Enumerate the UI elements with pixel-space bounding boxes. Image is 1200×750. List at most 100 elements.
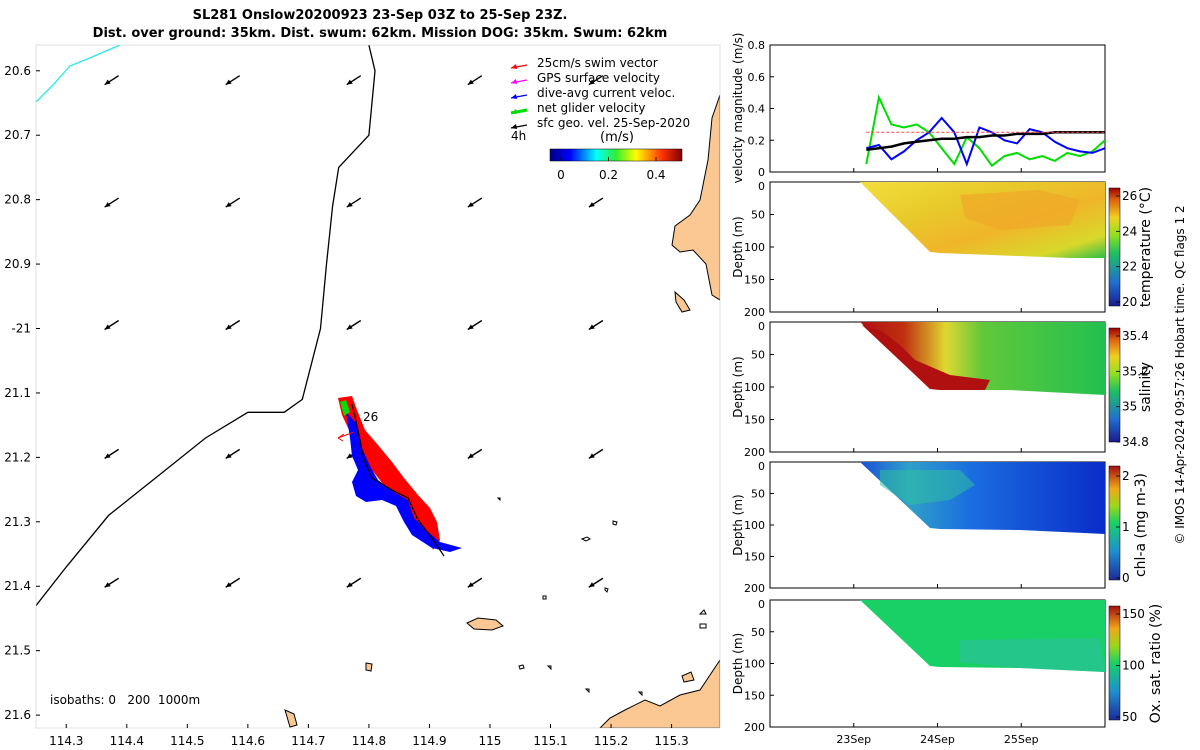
legend-time-label: 4h xyxy=(511,129,526,143)
vector-arrow xyxy=(467,448,483,459)
depth-tick-label: 0 xyxy=(758,460,765,473)
colorbar-tick-label: 0 xyxy=(557,168,565,182)
island-2 xyxy=(674,290,691,313)
colorbar-label: chl-a (mg m-3) xyxy=(1133,473,1149,577)
temperature-warm-patch xyxy=(960,190,1080,230)
chart-title-line1: SL281 Onslow20200923 23-Sep 03Z to 25-Se… xyxy=(192,8,568,23)
velocity-y-tick-label: 0.8 xyxy=(748,39,766,52)
time-tick-label: 24Sep xyxy=(920,733,955,746)
vector-arrow xyxy=(104,577,120,588)
legend-label: 25cm/s swim vector xyxy=(537,56,658,70)
isobath-shallow xyxy=(496,497,707,697)
velocity-y-tick-label: 0 xyxy=(758,166,765,179)
depth-tick-label: 200 xyxy=(744,721,765,734)
velocity-series xyxy=(865,94,1106,168)
velocity-y-axis: 0 0.2 0.4 0.6 0.8 xyxy=(748,39,774,179)
depth-ylabel: Depth (m) xyxy=(731,633,745,694)
velocity-y-tick-label: 0.4 xyxy=(748,103,766,116)
map-x-tick-label: 114.7 xyxy=(291,734,325,748)
map-x-tick-label: 115.3 xyxy=(654,734,688,748)
island-3 xyxy=(284,709,298,728)
colorbar-label: Ox. sat. ratio (%) xyxy=(1148,604,1164,723)
colorbar-tick-label: 2 xyxy=(1122,469,1130,483)
isobaths-label: isobaths: 0 200 1000m xyxy=(50,693,200,707)
depth-tick-label: 100 xyxy=(744,519,765,532)
velocity-series-line xyxy=(866,131,1105,152)
legend-item: net glider velocity xyxy=(510,101,645,115)
colorbar-tick-label: 24 xyxy=(1122,224,1137,238)
colorbar-tick-label: 100 xyxy=(1122,659,1145,673)
depth-ylabel: Depth (m) xyxy=(731,356,745,417)
vector-arrow xyxy=(588,448,604,459)
colorbar-tick-label: 1 xyxy=(1122,520,1130,534)
gps-vector-marker xyxy=(337,431,355,442)
vector-arrow xyxy=(588,577,604,588)
depth-tick-label: 200 xyxy=(744,582,765,595)
colorbar-label: temperature (°C) xyxy=(1138,187,1154,307)
vector-arrow xyxy=(346,197,362,208)
net-glider-velocity-fill xyxy=(340,400,350,416)
map-x-tick-label: 114.5 xyxy=(170,734,204,748)
legend-item: sfc geo. vel. 25-Sep-2020 xyxy=(510,116,690,130)
vector-arrow xyxy=(104,448,120,459)
isobath-200m xyxy=(36,45,376,607)
vector-arrow xyxy=(588,319,604,331)
vector-arrow xyxy=(346,577,362,588)
depth-tick-label: 200 xyxy=(744,306,765,319)
depth-tick-label: 0 xyxy=(758,598,765,611)
vector-arrow xyxy=(225,319,241,331)
salinity-colorbar xyxy=(1108,327,1121,443)
vector-arrow xyxy=(467,319,483,331)
time-x-axis: 23Sep 24Sep 25Sep xyxy=(836,168,1039,746)
colorbar-tick-label: 0.2 xyxy=(599,168,618,182)
velocity-axes-box xyxy=(769,44,1106,173)
time-tick-label: 25Sep xyxy=(1004,733,1039,746)
velocity-series-line xyxy=(866,116,1106,167)
colorbar-tick-label: 20 xyxy=(1122,295,1137,309)
colorbar-tick-label: 22 xyxy=(1122,260,1137,274)
map-y-tick-label: 21.3 xyxy=(4,515,31,529)
depth-tick-label: 0 xyxy=(758,320,765,333)
map-y-tick-label: 20.9 xyxy=(4,257,31,271)
legend-item: GPS surface velocity xyxy=(510,71,660,85)
map-frame xyxy=(35,44,721,729)
legend-label: net glider velocity xyxy=(537,101,645,115)
depth-tick-label: 50 xyxy=(751,488,765,501)
map-x-tick-label: 115.1 xyxy=(533,734,567,748)
vector-arrow xyxy=(225,75,241,86)
legend-label: GPS surface velocity xyxy=(537,71,660,85)
colorbar-tick-label: 35.4 xyxy=(1122,329,1149,343)
glider-track-layer xyxy=(337,396,462,557)
depth-tick-label: 50 xyxy=(751,209,765,222)
depth-tick-label: 150 xyxy=(744,414,765,427)
depth-tick-label: 0 xyxy=(758,180,765,193)
legend-item: dive-avg current veloc. xyxy=(510,86,675,100)
chart-title-line2: Dist. over ground: 35km. Dist. swum: 62k… xyxy=(92,26,668,41)
velocity-panel: 0 0.2 0.4 0.6 0.8 velocity magnitude (m/s) xyxy=(731,33,1106,183)
map-x-axis: 114.3 114.4 114.5 114.6 114.7 114.8 114.9 115 11… xyxy=(49,724,689,748)
map-panel: 114.3 114.4 114.5 114.6 114.7 114.8 114.9 115 11… xyxy=(4,44,721,748)
time-tick-label: 23Sep xyxy=(836,733,871,746)
island-1 xyxy=(466,617,504,631)
velocity-y-tick-label: 0.2 xyxy=(748,134,766,147)
vector-arrow xyxy=(104,319,120,331)
island-4 xyxy=(365,662,373,672)
depth-ylabel: Depth (m) xyxy=(731,494,745,555)
colorbar-tick-label: 35.2 xyxy=(1122,364,1149,378)
land-mass-southeast xyxy=(599,659,720,728)
depth-tick-label: 150 xyxy=(744,551,765,564)
oxygen-section xyxy=(769,599,1121,728)
map-y-tick-label: 21.6 xyxy=(4,708,31,722)
surface-geostrophic-vector-field xyxy=(104,75,604,588)
vector-arrow xyxy=(346,75,362,86)
vector-arrow xyxy=(104,75,120,86)
map-x-tick-label: 114.6 xyxy=(231,734,265,748)
map-y-tick-label: 21.5 xyxy=(4,644,31,658)
colorbar-tick-label: 0.4 xyxy=(646,168,665,182)
oxygen-lower-patch xyxy=(960,638,1105,672)
colorbar-tick-label: 50 xyxy=(1122,710,1137,724)
depth-tick-label: 100 xyxy=(744,241,765,254)
map-y-tick-label: -21 xyxy=(11,322,31,336)
